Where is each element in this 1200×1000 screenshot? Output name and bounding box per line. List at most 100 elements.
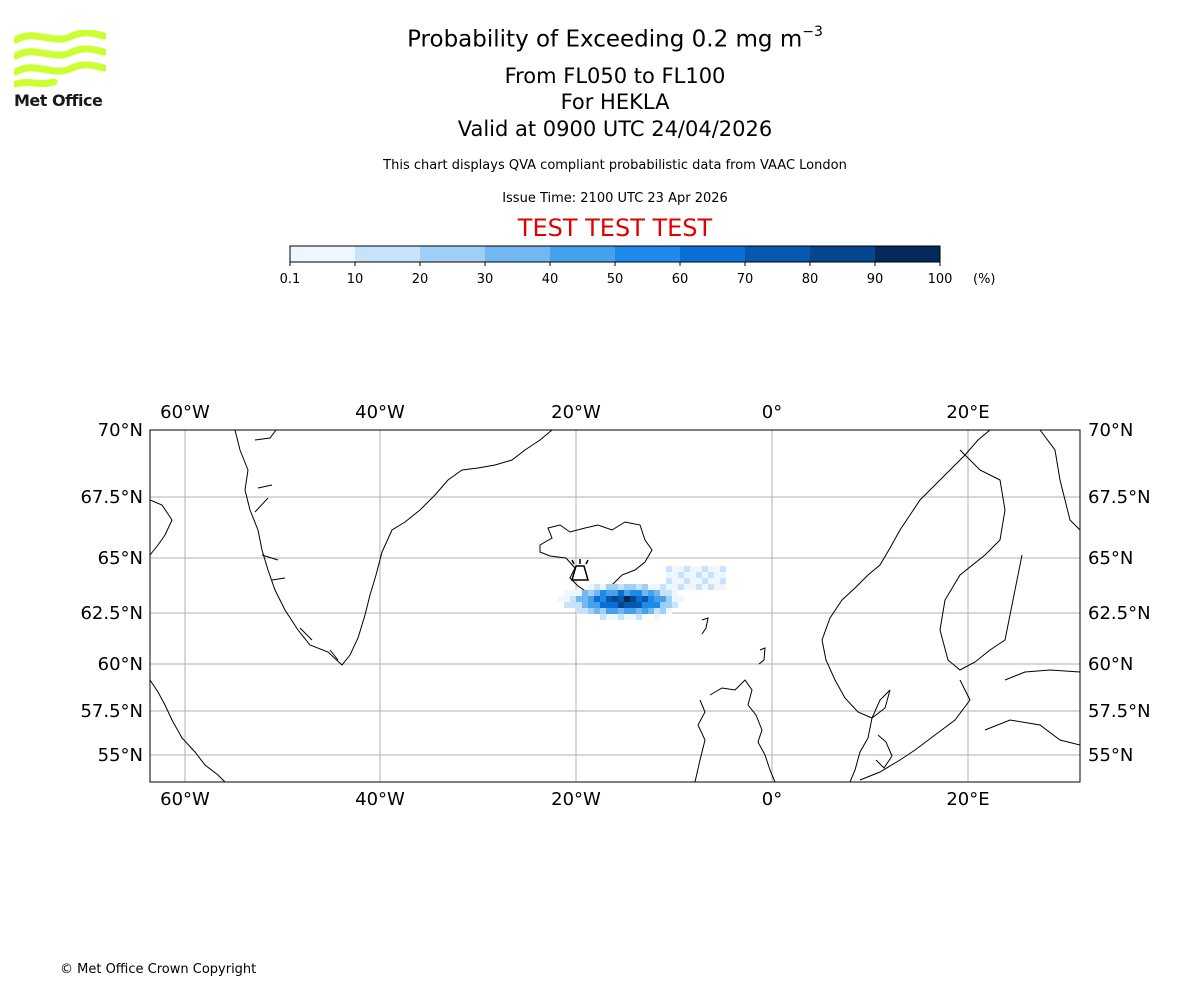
ash-probability-cell bbox=[600, 614, 606, 620]
ash-probability-cell bbox=[648, 590, 654, 596]
ash-probability-cell bbox=[678, 566, 684, 572]
coastline-labrador bbox=[150, 679, 226, 782]
ash-probability-cell bbox=[720, 566, 726, 572]
longitude-label: 0° bbox=[762, 402, 782, 423]
ash-probability-cell bbox=[576, 590, 582, 596]
longitude-label: 60°W bbox=[160, 789, 210, 810]
coastline-shetland bbox=[758, 647, 766, 665]
ash-probability-cell bbox=[618, 608, 624, 614]
ash-probability-cell bbox=[600, 584, 606, 590]
volcano-name: For HEKLA bbox=[560, 90, 670, 114]
ash-probability-cell bbox=[666, 566, 672, 572]
border-scandinavia bbox=[939, 430, 1080, 671]
ash-probability-cell bbox=[594, 602, 600, 608]
colorbar-tick-label: 70 bbox=[737, 272, 754, 287]
title-main: Probability of Exceeding 0.2 mg m bbox=[407, 26, 803, 53]
ash-probability-cell bbox=[660, 602, 666, 608]
ash-probability-cell bbox=[600, 602, 606, 608]
ash-probability-cell bbox=[630, 602, 636, 608]
ash-probability-cell bbox=[642, 602, 648, 608]
colorbar-tick-label: 90 bbox=[867, 272, 884, 287]
ash-probability-cell bbox=[654, 608, 660, 614]
chart-title: Probability of Exceeding 0.2 mg m−3 bbox=[0, 24, 1200, 53]
ash-probability-cell bbox=[654, 584, 660, 590]
ash-probability-cell bbox=[660, 584, 666, 590]
colorbar-segment bbox=[810, 246, 875, 262]
colorbar-tick-label: 0.1 bbox=[280, 272, 301, 287]
ash-probability-cell bbox=[702, 584, 708, 590]
ash-probability-cell bbox=[708, 584, 714, 590]
ash-probability-cell bbox=[582, 608, 588, 614]
ash-probability-cell bbox=[606, 614, 612, 620]
ash-probability-cell bbox=[570, 602, 576, 608]
ash-probability-cell bbox=[612, 596, 618, 602]
colorbar-tick-label: 60 bbox=[672, 272, 689, 287]
ash-probability-cell bbox=[642, 584, 648, 590]
ash-probability-cell bbox=[690, 578, 696, 584]
ash-probability-cell bbox=[678, 572, 684, 578]
ash-probability-cell bbox=[576, 596, 582, 602]
colorbar-tick-label: 30 bbox=[477, 272, 494, 287]
ash-probability-cell bbox=[642, 608, 648, 614]
ash-probability-cell bbox=[696, 578, 702, 584]
ash-probability-cell bbox=[606, 608, 612, 614]
ash-probability-cell bbox=[600, 608, 606, 614]
coastline-baffin bbox=[150, 499, 173, 556]
ash-probability-cell bbox=[696, 572, 702, 578]
ash-probability-cell bbox=[606, 590, 612, 596]
ash-probability-cell bbox=[678, 584, 684, 590]
ash-probability-cell bbox=[672, 590, 678, 596]
ash-probability-cell bbox=[588, 596, 594, 602]
latitude-label: 62.5°N bbox=[80, 603, 143, 624]
ash-probability-cell bbox=[714, 572, 720, 578]
ash-probability-cell bbox=[636, 614, 642, 620]
title-exponent: −3 bbox=[802, 24, 823, 40]
longitude-label: 0° bbox=[762, 789, 782, 810]
volcano-marker bbox=[571, 559, 589, 581]
coastline-faroe bbox=[701, 617, 709, 635]
ash-probability-cell bbox=[690, 572, 696, 578]
latitude-label: 60°N bbox=[1088, 654, 1133, 675]
ash-probability-cell bbox=[654, 614, 660, 620]
colorbar-tick-label: 40 bbox=[542, 272, 559, 287]
ash-probability-cell bbox=[666, 572, 672, 578]
ash-probability-cell bbox=[702, 566, 708, 572]
ash-probability-cell bbox=[624, 602, 630, 608]
colorbar-segment bbox=[680, 246, 745, 262]
longitude-label: 20°W bbox=[551, 789, 601, 810]
ash-probability-cell bbox=[588, 602, 594, 608]
ash-probability-cell bbox=[708, 572, 714, 578]
ash-probability-cell bbox=[672, 566, 678, 572]
ash-probability-cell bbox=[624, 614, 630, 620]
ash-probability-cell bbox=[648, 602, 654, 608]
ash-probability-cell bbox=[618, 590, 624, 596]
ash-probability-cell bbox=[678, 596, 684, 602]
ash-probability-cell bbox=[630, 608, 636, 614]
ash-probability-cell bbox=[612, 608, 618, 614]
colorbar-tick-label: 50 bbox=[607, 272, 624, 287]
flight-levels: From FL050 to FL100 bbox=[504, 64, 726, 88]
ash-probability-cell bbox=[672, 572, 678, 578]
latitude-label: 67.5°N bbox=[80, 487, 143, 508]
longitude-label: 60°W bbox=[160, 402, 210, 423]
colorbar-segment bbox=[355, 246, 420, 262]
ash-probability-cell bbox=[624, 584, 630, 590]
ash-probability-cell bbox=[660, 590, 666, 596]
ash-probability-cell bbox=[666, 584, 672, 590]
colorbar-segment bbox=[485, 246, 550, 262]
colorbar-segment bbox=[745, 246, 810, 262]
ash-probability-cell bbox=[606, 596, 612, 602]
longitude-label: 20°E bbox=[946, 789, 989, 810]
ash-probability-cell bbox=[570, 596, 576, 602]
colorbar-tick-label: 100 bbox=[928, 272, 953, 287]
met-office-logo-text: Met Office bbox=[14, 91, 103, 110]
ash-probability-cell bbox=[714, 584, 720, 590]
ash-probability-cell bbox=[666, 608, 672, 614]
ash-probability-cell bbox=[654, 590, 660, 596]
latitude-label: 67.5°N bbox=[1088, 487, 1151, 508]
copyright: © Met Office Crown Copyright bbox=[60, 962, 257, 977]
ash-probability-cell bbox=[684, 578, 690, 584]
ash-probability-cell bbox=[630, 590, 636, 596]
ash-probability-cell bbox=[576, 602, 582, 608]
colorbar-tick-label: 80 bbox=[802, 272, 819, 287]
